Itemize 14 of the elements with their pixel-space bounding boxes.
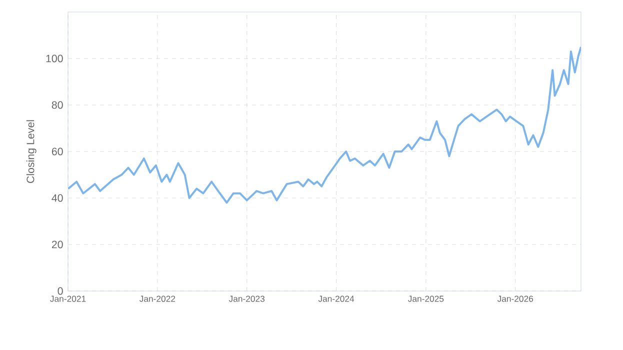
y-tick-label: 20 [52,240,63,248]
x-tick-label: Jan-2025 [408,296,444,302]
y-tick-label: 40 [52,194,63,202]
y-tick-label: 0 [58,287,63,295]
x-tick-label: Jan-2022 [139,296,176,302]
x-tick-label: Jan-2026 [497,296,534,302]
line-series [68,46,582,204]
x-tick-label: Jan-2021 [50,296,86,302]
y-axis-title: Closing Level [26,120,36,183]
y-tick-label: 80 [52,101,63,109]
y-tick-label: 60 [52,148,63,156]
y-tick-label: 100 [46,54,63,62]
x-tick-label: Jan-2023 [228,296,265,302]
x-tick-label: Jan-2024 [318,296,354,302]
